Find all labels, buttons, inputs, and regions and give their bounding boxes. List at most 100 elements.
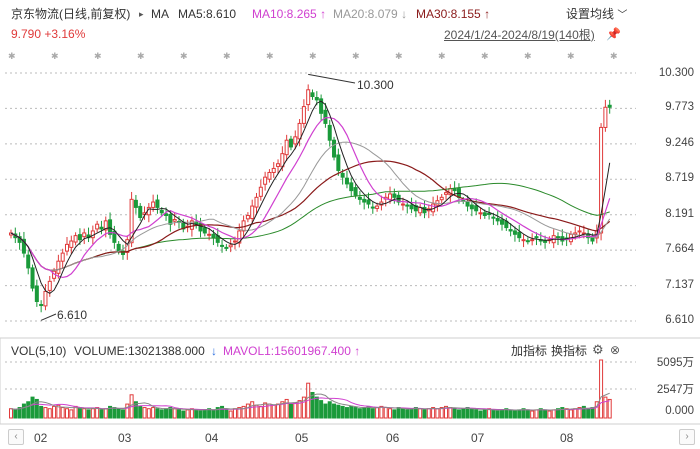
stock-name[interactable]: 京东物流(日线,前复权) xyxy=(11,7,131,21)
volume-bar xyxy=(108,405,113,419)
volume-bar xyxy=(538,408,543,419)
settings-ma-button[interactable]: 设置均线 ﹀ xyxy=(566,7,627,23)
ma20-value: MA20:8.079 ↓ xyxy=(333,7,407,21)
candle-body xyxy=(47,280,52,291)
candle-body xyxy=(254,196,259,208)
volume-bar xyxy=(64,408,70,419)
close-icon[interactable]: ⊗ xyxy=(610,343,621,357)
volume-bar xyxy=(491,409,496,419)
candle-body xyxy=(155,199,160,208)
volume-tick: 5095万 xyxy=(656,357,694,369)
pin-icon[interactable]: 📌 xyxy=(606,27,621,41)
volume-bar xyxy=(344,407,349,419)
volume-bar xyxy=(271,404,276,419)
volume-bar xyxy=(258,405,263,419)
price-tick: 7.664 xyxy=(665,243,694,255)
volume-bar xyxy=(426,408,431,419)
vol-label[interactable]: VOL(5,10) xyxy=(11,344,67,358)
scroll-right-button[interactable]: › xyxy=(679,429,695,445)
volume-bar xyxy=(409,408,414,419)
candle-body xyxy=(599,126,604,234)
candle-body xyxy=(198,222,203,232)
candle-body xyxy=(43,290,48,307)
candle-body xyxy=(555,236,561,239)
candle-body xyxy=(263,176,268,185)
date-range[interactable]: 2024/1/24-2024/8/19(140根) xyxy=(444,28,595,42)
month-label: 02 xyxy=(34,431,48,445)
volume-bar xyxy=(185,409,190,419)
volume-bar xyxy=(228,410,233,419)
volume-bar xyxy=(21,403,26,419)
volume-bar xyxy=(564,408,569,419)
volume-bar xyxy=(353,407,358,419)
candle-body xyxy=(69,240,74,248)
volume-bar xyxy=(39,405,44,419)
candle-body xyxy=(491,216,496,219)
price-tick: 8.719 xyxy=(665,172,694,184)
volume-bar xyxy=(138,405,143,419)
month-label: 05 xyxy=(295,431,309,445)
volume-bar xyxy=(482,409,487,419)
candle-body xyxy=(133,199,138,208)
candle-body xyxy=(56,260,61,274)
candle-body xyxy=(478,212,483,215)
volume-bar xyxy=(586,408,591,419)
volume-bar xyxy=(452,408,457,419)
star-marker: ✱ xyxy=(524,52,532,62)
candle-body xyxy=(73,235,78,243)
candle-body xyxy=(512,230,517,235)
volume-bar xyxy=(263,402,268,419)
gear-icon[interactable]: ⚙ xyxy=(592,342,604,357)
volume-bar xyxy=(388,408,393,419)
volume-bar xyxy=(288,403,293,419)
volume-bar xyxy=(220,405,225,419)
volume-bar xyxy=(461,408,466,419)
candle-body xyxy=(314,97,319,101)
star-marker: ✱ xyxy=(94,52,102,62)
volume-bar xyxy=(357,408,362,419)
volume-bar xyxy=(125,403,130,419)
candle-body xyxy=(21,238,26,254)
volume-bar xyxy=(120,409,125,419)
volume-tick: 0.000 xyxy=(665,405,694,417)
candle-body xyxy=(30,267,35,289)
up-arrow-icon: ↑ xyxy=(484,7,491,21)
switch-indicator-button[interactable]: 换指标 xyxy=(551,344,588,358)
volume-bar xyxy=(555,408,561,419)
candle-body xyxy=(306,89,311,106)
candle-body xyxy=(344,177,349,185)
month-label: 07 xyxy=(471,431,485,445)
volume-bar xyxy=(8,408,14,419)
candle-body xyxy=(340,172,345,178)
volume-bar xyxy=(517,409,522,419)
candle-body xyxy=(207,233,212,236)
volume-bar xyxy=(478,410,483,419)
volume-bar xyxy=(43,407,48,419)
add-indicator-button[interactable]: 加指标 xyxy=(511,344,548,358)
ma20-line xyxy=(10,141,611,271)
ma30-text: MA30:8.155 xyxy=(416,7,481,21)
play-triangle-icon[interactable]: ▸ xyxy=(139,9,144,19)
ma-label[interactable]: MA xyxy=(151,7,169,21)
volume-bar xyxy=(232,408,237,419)
volume-bar xyxy=(245,403,250,419)
volume-bar xyxy=(146,408,151,419)
candle-body xyxy=(224,246,229,249)
volume-bar xyxy=(366,405,371,419)
candle-body xyxy=(189,220,194,230)
candle-body xyxy=(362,198,367,203)
volume-bar xyxy=(465,407,470,419)
volume-bar xyxy=(34,398,39,419)
candle-body xyxy=(375,205,380,209)
price-tick: 7.137 xyxy=(665,279,694,291)
low-annotation: 6.610 xyxy=(57,308,88,322)
volume-bar xyxy=(26,401,31,419)
volume-bar xyxy=(181,410,186,419)
star-marker: ✱ xyxy=(51,52,59,62)
candle-body xyxy=(26,254,31,269)
scroll-left-button[interactable]: ‹ xyxy=(8,429,24,445)
candle-body xyxy=(439,196,444,201)
chevron-down-icon: ﹀ xyxy=(617,10,628,21)
month-label: 08 xyxy=(560,431,574,445)
